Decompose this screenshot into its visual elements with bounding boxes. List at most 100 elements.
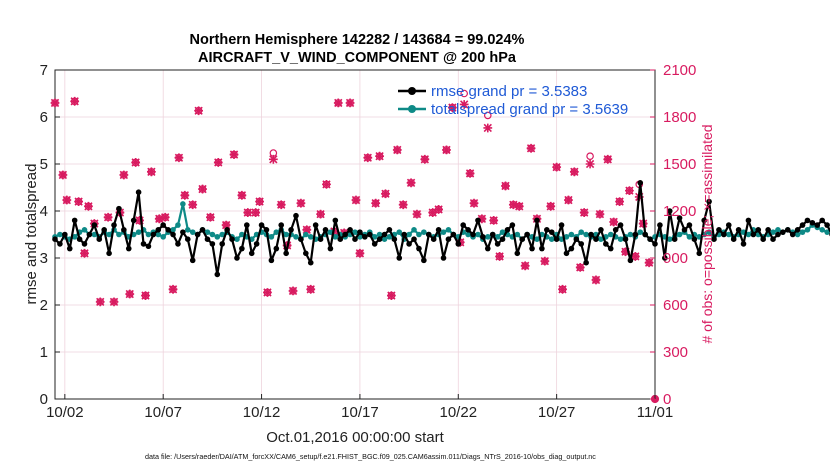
obs-assimilated-point: [569, 167, 579, 177]
rmse-point: [317, 236, 324, 242]
rmse-point: [411, 236, 417, 242]
y2-tick-label: 2100: [663, 62, 696, 79]
obs-assimilated-point: [483, 123, 493, 133]
rmse-point: [755, 227, 762, 233]
rmse-point: [460, 222, 466, 228]
rmse-point: [824, 222, 830, 228]
obs-assimilated-mark: [595, 209, 605, 219]
totalspread-point: [484, 234, 491, 240]
obs-assimilated-point: [465, 169, 475, 178]
rmse-point: [248, 250, 255, 257]
totalspread-point: [145, 231, 152, 238]
totalspread-point: [819, 227, 826, 233]
totalspread-point: [666, 236, 673, 242]
obs-assimilated-point: [146, 167, 156, 177]
rmse-point: [696, 250, 703, 257]
obs-assimilated-point: [406, 178, 416, 188]
obs-assimilated-point: [398, 200, 408, 210]
obs-assimilated-point: [501, 181, 510, 191]
obs-assimilated-point: [615, 197, 624, 206]
rmse-point: [484, 245, 491, 252]
rmse-point: [666, 208, 673, 214]
obs-assimilated-mark: [546, 201, 556, 211]
rmse-point: [258, 222, 265, 228]
rmse-point: [450, 231, 457, 238]
rmse-point: [184, 236, 191, 242]
obs-assimilated-point: [345, 98, 355, 108]
y2-tick-label: 300: [663, 344, 688, 361]
totalspread-point: [381, 236, 388, 242]
obs-assimilated-mark: [386, 291, 396, 300]
obs-assimilated-point: [585, 159, 595, 169]
y2-tick-label: 1800: [663, 109, 696, 126]
totalspread-point: [804, 227, 811, 233]
totalspread-point: [189, 229, 196, 235]
obs-assimilated-point: [125, 289, 135, 299]
gridlines: [55, 70, 655, 399]
totalspread-point: [396, 229, 403, 235]
obs-assimilated-mark: [412, 209, 422, 219]
rmse-point: [637, 180, 644, 186]
rmse-point: [371, 241, 378, 247]
obs-assimilated-point: [489, 216, 499, 225]
rmse-point: [268, 257, 275, 264]
legend-spread-marker: [408, 105, 416, 113]
x-axis-label: Oct.01,2016 00:00:00 start: [266, 429, 444, 446]
rmse-point: [352, 236, 358, 242]
legend-spread-label: totalspread grand pr = 3.5639: [431, 101, 628, 118]
rmse-point: [593, 236, 599, 242]
totalspread-point: [352, 229, 358, 235]
obs-assimilated-mark: [198, 184, 207, 194]
totalspread-point: [332, 234, 339, 240]
rmse-point: [622, 236, 629, 242]
totalspread-point: [303, 231, 309, 238]
obs-possible-point: [586, 152, 594, 160]
rmse-point: [376, 236, 383, 242]
obs-assimilated-point: [288, 286, 298, 296]
rmse-point: [391, 236, 398, 242]
obs-assimilated-mark: [447, 103, 457, 112]
rmse-point: [440, 255, 447, 261]
totalspread-point: [175, 222, 181, 228]
obs-assimilated-mark: [552, 162, 562, 172]
data-file-footnote: data file: /Users/raeder/DAI/ATM_forcXX/…: [145, 452, 596, 461]
line-series-layer: [52, 180, 830, 278]
obs-assimilated-point: [644, 258, 654, 268]
obs-assimilated-mark: [489, 216, 499, 225]
rmse-point: [701, 217, 707, 224]
rmse-point: [657, 222, 663, 228]
rmse-point: [224, 227, 230, 233]
totalspread-point: [160, 234, 166, 240]
totalspread-point: [627, 231, 634, 238]
obs-assimilated-point: [306, 284, 316, 294]
obs-assimilated-point: [255, 197, 264, 206]
obs-assimilated-mark: [625, 186, 634, 196]
obs-assimilated-mark: [398, 200, 408, 210]
rmse-point: [524, 231, 530, 238]
rmse-point: [396, 255, 403, 261]
rmse-point: [509, 222, 516, 228]
rmse-point: [406, 241, 412, 247]
rmse-point: [539, 245, 545, 252]
rmse-point: [789, 231, 796, 238]
obs-assimilated-mark: [288, 286, 298, 296]
obs-assimilated-mark: [603, 154, 613, 164]
y2-tick-label: 600: [663, 297, 688, 314]
obs-assimilated-point: [206, 212, 215, 222]
obs-assimilated-mark: [131, 158, 141, 167]
obs-assimilated-point: [263, 288, 272, 297]
y-tick-label: 2: [40, 297, 48, 314]
rmse-point: [799, 222, 806, 228]
y-tick-label: 7: [40, 62, 48, 79]
obs-assimilated-point: [514, 201, 524, 211]
totalspread-point: [116, 231, 122, 238]
totalspread-point: [283, 231, 289, 238]
rmse-point: [504, 227, 511, 233]
rmse-point: [470, 231, 476, 238]
obs-assimilated-point: [131, 158, 141, 167]
rmse-point: [647, 236, 653, 242]
rmse-point: [71, 217, 78, 224]
rmse-point: [716, 227, 722, 233]
totalspread-point: [170, 227, 176, 233]
obs-assimilated-mark: [70, 96, 80, 106]
